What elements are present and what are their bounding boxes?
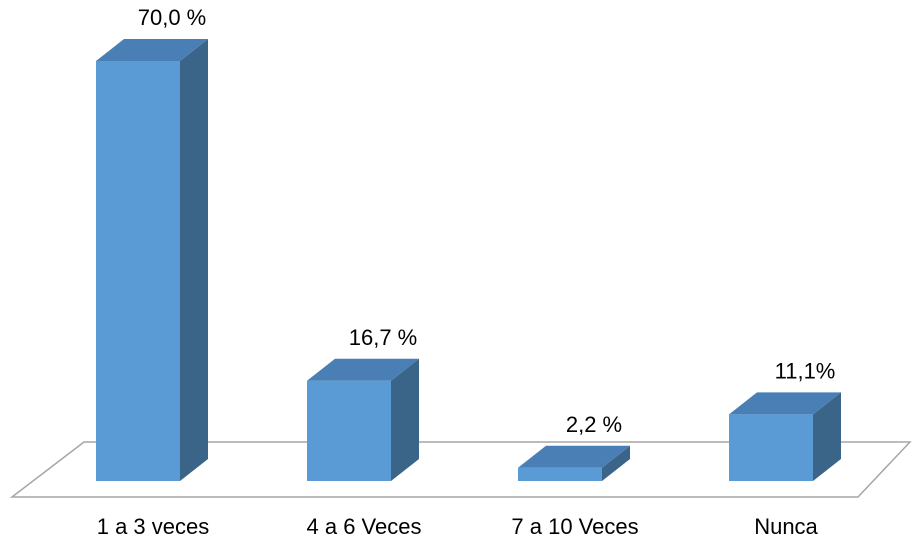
bar-side-face [602, 445, 630, 481]
category-labels-group: 1 a 3 veces 4 a 6 Veces 7 a 10 Veces Nunca [97, 514, 819, 539]
bar-top-face [307, 358, 419, 381]
bar-side-face [391, 358, 419, 481]
category-label: Nunca [754, 514, 818, 539]
bar-top-face [96, 39, 208, 61]
bar-4 [729, 392, 841, 481]
data-label: 16,7 % [349, 325, 418, 350]
bar-top-face [518, 445, 630, 468]
data-labels-group: 70,0 % 16,7 % 2,2 % 11,1% [138, 5, 836, 437]
category-label: 4 a 6 Veces [307, 514, 422, 539]
bar-front-face [307, 380, 391, 481]
category-label: 1 a 3 veces [97, 514, 210, 539]
bars-group [96, 39, 841, 481]
chart-floor [9, 441, 912, 498]
bar-3 [518, 445, 630, 481]
bar-front-face [729, 414, 813, 481]
data-label: 70,0 % [138, 5, 207, 30]
bar-2 [307, 358, 419, 481]
bar-top-face [729, 392, 841, 415]
bar-side-face [180, 39, 208, 481]
category-label: 7 a 10 Veces [511, 514, 638, 539]
bar-1 [96, 39, 208, 481]
bar-side-face [813, 392, 841, 481]
bar-front-face [96, 61, 180, 481]
bar-front-face [518, 467, 602, 481]
data-label: 2,2 % [566, 412, 622, 437]
data-label: 11,1% [775, 358, 836, 383]
